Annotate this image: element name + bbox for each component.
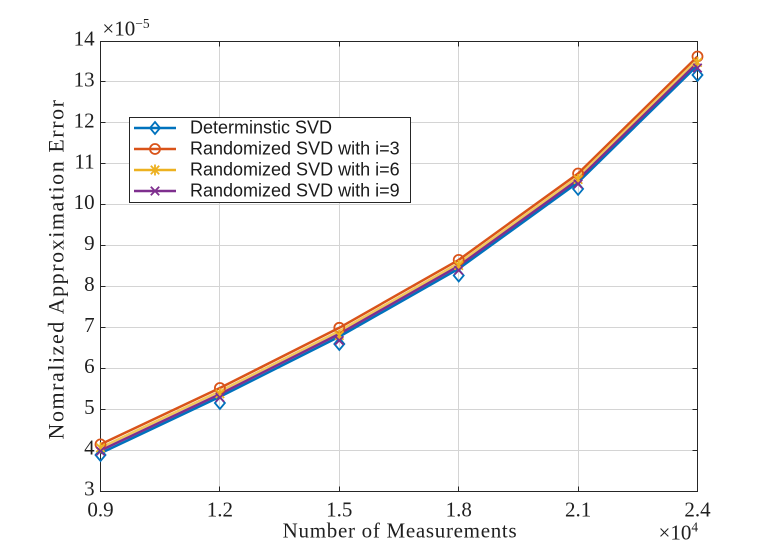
svg-text:4: 4: [84, 436, 95, 460]
svg-text:7: 7: [84, 313, 95, 337]
svg-text:3: 3: [84, 477, 95, 501]
svg-text:Nomralized Approximation Error: Nomralized Approximation Error: [44, 99, 69, 440]
svg-text:10: 10: [74, 190, 95, 214]
svg-text:13: 13: [74, 68, 95, 92]
svg-text:11: 11: [74, 149, 94, 173]
svg-text:2.1: 2.1: [565, 498, 591, 522]
svg-text:6: 6: [84, 354, 95, 378]
svg-text:5: 5: [84, 395, 95, 419]
svg-text:Randomized SVD with i=9: Randomized SVD with i=9: [190, 181, 400, 201]
svg-text:1.2: 1.2: [207, 498, 233, 522]
svg-text:12: 12: [74, 108, 95, 132]
svg-text:8: 8: [84, 272, 95, 296]
svg-text:9: 9: [84, 231, 95, 255]
svg-text:Determinstic SVD: Determinstic SVD: [190, 118, 332, 138]
svg-text:14: 14: [74, 27, 96, 51]
svg-text:Number of Measurements: Number of Measurements: [283, 519, 518, 543]
svg-text:0.9: 0.9: [87, 498, 113, 522]
svg-text:Randomized SVD with i=3: Randomized SVD with i=3: [190, 139, 400, 159]
svg-text:Randomized SVD with i=6: Randomized SVD with i=6: [190, 160, 400, 180]
svg-text:1.8: 1.8: [446, 498, 472, 522]
svg-text:2.4: 2.4: [684, 498, 711, 522]
svg-text:1.5: 1.5: [326, 498, 352, 522]
